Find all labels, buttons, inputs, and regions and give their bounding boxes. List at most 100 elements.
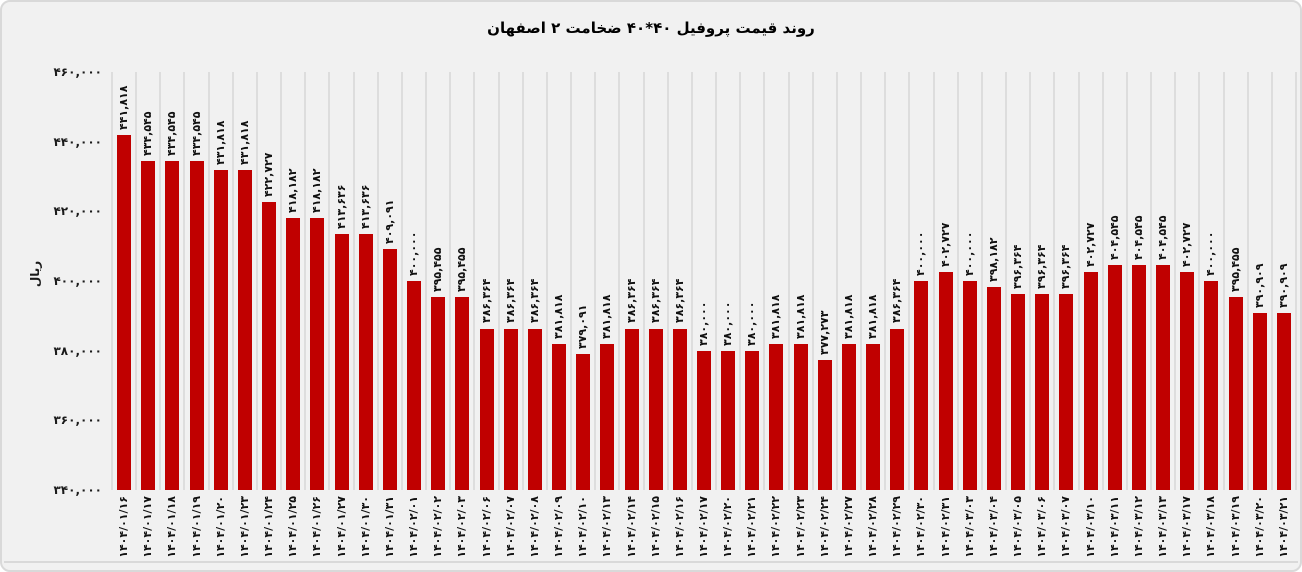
category-gridline: [1029, 72, 1032, 490]
category-gridline: [400, 72, 403, 490]
x-date-label: ۱۴۰۴/۰۲/۰۳: [455, 496, 469, 558]
category-gridline: [1174, 72, 1177, 490]
x-date-label: ۱۴۰۴/۰۳/۲۰: [1252, 496, 1266, 558]
x-date-label: ۱۴۰۴/۰۲/۱۷: [697, 496, 710, 558]
bar-value-label: ۳۸۰,۰۰۰: [721, 301, 735, 346]
category-gridline: [280, 72, 283, 490]
bar: [189, 160, 204, 490]
category-gridline: [1222, 72, 1225, 490]
x-date-label: ۱۴۰۴/۰۳/۱۳: [1156, 496, 1170, 558]
category-gridline: [159, 72, 162, 490]
bar: [1156, 265, 1171, 490]
x-date-label: ۱۴۰۴/۰۱/۲۰: [213, 496, 227, 558]
x-date-label: ۱۴۰۴/۰۱/۲۵: [286, 496, 300, 558]
category-gridline: [183, 72, 186, 490]
bar-value-label: ۳۸۰,۰۰۰: [697, 301, 710, 346]
bar-value-label: ۴۳۴,۵۴۵: [165, 111, 179, 156]
bar-value-label: ۳۸۶,۳۶۴: [527, 279, 541, 324]
x-date-label: ۱۴۰۴/۰۲/۱۶: [672, 496, 686, 558]
bar-value-label: ۳۹۵,۴۵۵: [455, 247, 469, 292]
category-gridline: [666, 72, 669, 490]
y-tick-label: ۳۴۰,۰۰۰: [53, 483, 102, 497]
bar-value-label: ۴۰۴,۵۴۵: [1131, 215, 1145, 261]
bar: [745, 350, 760, 490]
bar: [286, 217, 301, 490]
bar-value-label: ۴۳۱,۸۱۸: [213, 120, 227, 166]
bar-value-label: ۳۸۶,۳۶۴: [672, 279, 686, 324]
x-date-label: ۱۴۰۴/۰۲/۰۲: [431, 496, 445, 558]
x-date-label: ۱۴۰۴/۰۱/۱۶: [117, 496, 131, 558]
bar-value-label: ۴۳۴,۵۴۵: [189, 111, 203, 156]
category-gridline: [255, 72, 258, 490]
x-date-label: ۱۴۰۴/۰۱/۲۶: [310, 496, 324, 558]
category-gridline: [473, 72, 476, 490]
bar-value-label: ۳۸۶,۳۶۴: [890, 279, 904, 324]
bar: [697, 350, 711, 490]
bar-value-label: ۳۸۱,۸۱۸: [793, 294, 807, 340]
x-date-label: ۱۴۰۴/۰۲/۲۷: [841, 496, 855, 558]
category-gridline: [425, 72, 428, 490]
category-gridline: [1150, 72, 1153, 490]
category-gridline: [980, 72, 983, 490]
x-date-label: ۱۴۰۴/۰۲/۱۵: [648, 496, 662, 558]
bar: [600, 344, 615, 490]
category-gridline: [956, 72, 959, 490]
x-date-label: ۱۴۰۴/۰۲/۱۴: [624, 496, 638, 558]
bar-value-label: ۳۹۸,۱۸۲: [986, 237, 1000, 283]
category-gridline: [594, 72, 597, 490]
x-date-label: ۱۴۰۴/۰۳/۱۹: [1228, 496, 1242, 558]
x-date-label: ۱۴۰۴/۰۲/۱۳: [600, 496, 614, 558]
bar-value-label: ۴۰۴,۵۴۵: [1107, 215, 1121, 261]
bar-value-label: ۴۰۹,۰۹۱: [382, 199, 396, 245]
bar-value-label: ۴۰۴,۵۴۵: [1156, 215, 1170, 261]
bar: [237, 170, 252, 490]
bar: [986, 287, 1001, 490]
bar-value-label: ۴۳۴,۵۴۵: [141, 111, 155, 156]
x-date-label: ۱۴۰۴/۰۲/۱۰: [576, 496, 590, 558]
x-date-label: ۱۴۰۴/۰۲/۲۰: [721, 496, 735, 558]
bar: [817, 360, 832, 490]
bar: [914, 281, 929, 490]
bar-value-label: ۴۰۰,۰۰۰: [962, 231, 976, 276]
chart-title: روند قیمت پروفیل ۴۰*۴۰ ضخامت ۲ اصفهان: [487, 19, 815, 37]
category-gridline: [690, 72, 693, 490]
x-date-label: ۱۴۰۴/۰۳/۱۰: [1083, 496, 1097, 558]
x-date-label: ۱۴۰۴/۰۱/۱۹: [189, 496, 203, 558]
bar-value-label: ۴۰۰,۰۰۰: [1204, 231, 1218, 276]
x-date-label: ۱۴۰۴/۰۱/۲۷: [334, 496, 348, 558]
bar: [624, 328, 639, 490]
category-gridline: [932, 72, 935, 490]
y-tick-label: ۴۴۰,۰۰۰: [53, 134, 102, 149]
category-gridline: [570, 72, 573, 490]
x-date-label: ۱۴۰۴/۰۲/۰۱: [407, 496, 421, 558]
category-gridline: [787, 72, 790, 490]
category-gridline: [1101, 72, 1104, 490]
bar: [890, 328, 905, 490]
bar: [962, 281, 977, 490]
x-date-label: ۱۴۰۴/۰۳/۲۱: [1276, 496, 1290, 558]
category-gridline: [908, 72, 911, 490]
x-date-label: ۱۴۰۴/۰۳/۰۷: [1059, 496, 1073, 558]
x-date-label: ۱۴۰۴/۰۳/۰۳: [962, 496, 976, 558]
x-date-label: ۱۴۰۴/۰۳/۱۲: [1131, 496, 1145, 558]
bar: [1131, 265, 1146, 490]
bar-value-label: ۳۸۰,۰۰۰: [745, 301, 759, 346]
bar-value-label: ۳۸۱,۸۱۸: [552, 294, 566, 340]
bar: [213, 170, 228, 490]
category-gridline: [884, 72, 887, 490]
category-gridline: [1198, 72, 1201, 490]
x-date-label: ۱۴۰۴/۰۱/۳۰: [358, 496, 372, 558]
bar-value-label: ۳۹۵,۴۵۵: [431, 247, 445, 292]
category-gridline: [811, 72, 814, 490]
x-date-label: ۱۴۰۴/۰۲/۰۶: [479, 496, 493, 558]
category-gridline: [521, 72, 524, 490]
bar: [769, 344, 784, 490]
bar: [1180, 271, 1195, 490]
y-tick-label: ۳۶۰,۰۰۰: [53, 413, 102, 428]
bar: [1228, 296, 1243, 490]
x-date-label: ۱۴۰۴/۰۲/۳۱: [938, 496, 952, 558]
bar: [503, 328, 518, 490]
bar-value-label: ۴۱۳,۶۳۶: [358, 184, 372, 229]
bar: [1035, 293, 1050, 490]
